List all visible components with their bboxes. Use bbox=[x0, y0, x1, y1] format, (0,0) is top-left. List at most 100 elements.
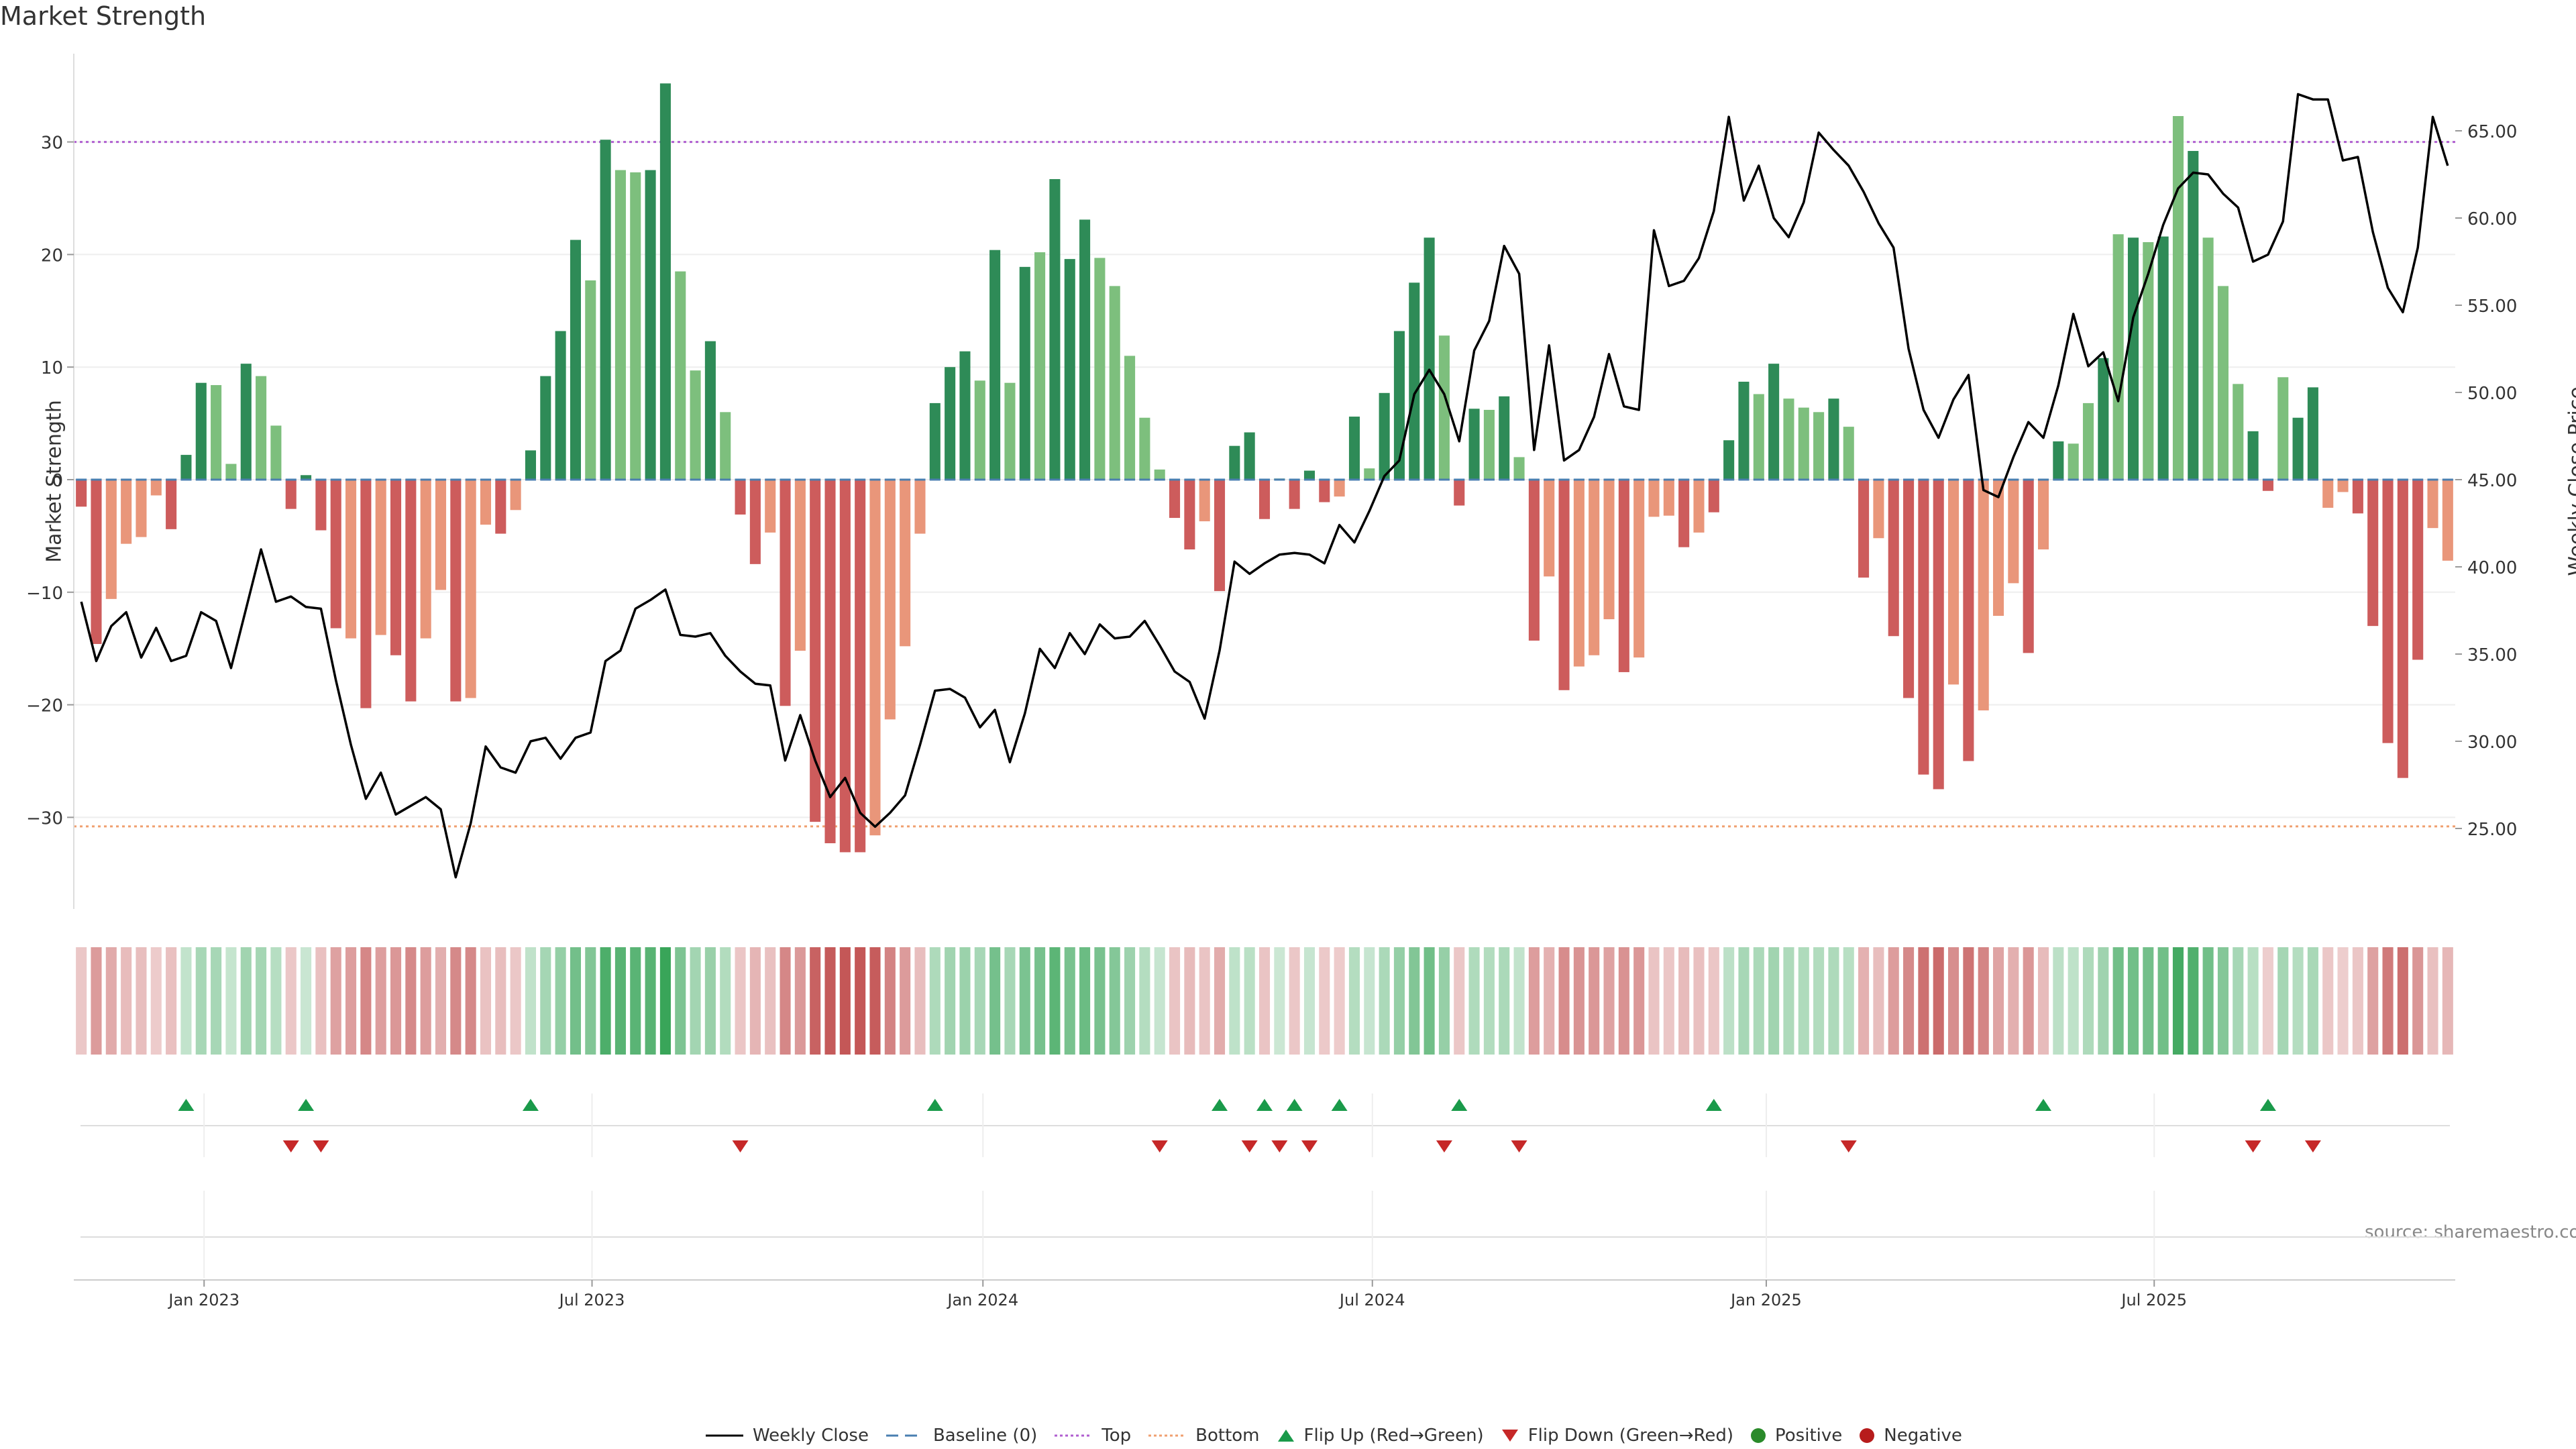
heat-cell bbox=[2068, 947, 2079, 1055]
strength-bar bbox=[2352, 480, 2363, 514]
heat-cell bbox=[1992, 947, 2004, 1055]
strength-bar bbox=[1903, 480, 1915, 698]
heat-cell bbox=[1693, 947, 1705, 1055]
strength-bar bbox=[1528, 480, 1540, 641]
heat-cell bbox=[1094, 947, 1106, 1055]
strength-bar bbox=[1199, 480, 1210, 522]
strength-bar bbox=[1303, 470, 1316, 480]
strength-bar bbox=[2053, 441, 2064, 480]
heat-cell bbox=[1603, 947, 1615, 1055]
strength-bar bbox=[450, 480, 462, 702]
strength-bar bbox=[914, 480, 926, 534]
strength-bar bbox=[1544, 480, 1555, 577]
flip-up-marker bbox=[1212, 1099, 1228, 1111]
heat-cell bbox=[1438, 947, 1450, 1055]
heat-cell bbox=[2397, 947, 2408, 1055]
flip-down-marker bbox=[1271, 1140, 1288, 1152]
heat-cell bbox=[1169, 947, 1181, 1055]
heat-cell bbox=[76, 947, 87, 1055]
heat-cell bbox=[555, 947, 566, 1055]
flip-up-marker bbox=[1256, 1099, 1273, 1111]
heat-cell bbox=[1843, 947, 1854, 1055]
heat-cell bbox=[1783, 947, 1794, 1055]
x-tick-label: Jul 2023 bbox=[558, 1291, 625, 1309]
strength-bars bbox=[76, 83, 2453, 853]
strength-bar bbox=[315, 480, 327, 531]
strength-bar bbox=[2127, 237, 2139, 480]
flip-down-marker bbox=[1301, 1140, 1318, 1152]
flip-up-marker bbox=[926, 1099, 943, 1111]
strength-bar bbox=[765, 480, 776, 533]
strength-bar bbox=[1214, 480, 1226, 592]
strength-bar bbox=[211, 385, 222, 480]
strength-bar bbox=[2292, 417, 2304, 480]
heat-cell bbox=[540, 947, 551, 1055]
heat-cell bbox=[2337, 947, 2349, 1055]
strength-bar bbox=[1708, 480, 1719, 513]
heat-cell bbox=[2427, 947, 2438, 1055]
strength-bar bbox=[480, 480, 492, 525]
heat-cell bbox=[91, 947, 102, 1055]
legend-flip-down-label: Flip Down (Green→Red) bbox=[1527, 1426, 1734, 1446]
heat-cell bbox=[345, 947, 357, 1055]
strength-bar bbox=[585, 280, 596, 480]
legend-line-swatch bbox=[706, 1434, 743, 1437]
heat-cell bbox=[270, 947, 282, 1055]
heat-cell bbox=[1274, 947, 1285, 1055]
strength-bar bbox=[360, 480, 372, 708]
strength-bar bbox=[824, 480, 836, 843]
strength-bar bbox=[1873, 480, 1884, 539]
strength-bar bbox=[150, 480, 162, 496]
strength-bar bbox=[420, 480, 431, 639]
x-tick-label: Jul 2024 bbox=[1338, 1291, 1405, 1309]
heat-cell bbox=[1244, 947, 1255, 1055]
heat-cell bbox=[2352, 947, 2363, 1055]
strength-bar bbox=[1573, 480, 1585, 667]
strength-bar bbox=[645, 170, 656, 480]
strength-bar bbox=[675, 271, 686, 480]
heat-cell bbox=[285, 947, 297, 1055]
strength-bar bbox=[1513, 457, 1525, 480]
heat-cell bbox=[1873, 947, 1884, 1055]
heat-cell bbox=[2412, 947, 2424, 1055]
strength-bar bbox=[1379, 392, 1390, 480]
strength-bar bbox=[2008, 480, 2019, 584]
strength-bar bbox=[1663, 480, 1674, 516]
legend-weekly-close: Weekly Close bbox=[704, 1426, 869, 1446]
heat-cell bbox=[704, 947, 716, 1055]
heat-cell bbox=[1004, 947, 1016, 1055]
strength-bar bbox=[2172, 116, 2184, 480]
strength-bar bbox=[704, 341, 716, 480]
heat-cell bbox=[1483, 947, 1495, 1055]
strength-bar bbox=[959, 351, 971, 480]
heat-cell bbox=[614, 947, 626, 1055]
strength-bar bbox=[195, 382, 207, 480]
x-tick-label: Jan 2024 bbox=[946, 1291, 1018, 1309]
strength-bar bbox=[121, 480, 132, 544]
heat-cell bbox=[1214, 947, 1226, 1055]
strength-bar bbox=[2382, 480, 2394, 743]
heat-cell bbox=[240, 947, 252, 1055]
strength-bar bbox=[1364, 468, 1375, 480]
strength-bar bbox=[76, 480, 87, 507]
strength-bar bbox=[2082, 402, 2094, 480]
heat-cell bbox=[630, 947, 641, 1055]
strength-bar bbox=[2277, 377, 2289, 480]
strength-bar bbox=[749, 480, 761, 564]
strength-bar bbox=[929, 402, 941, 480]
heat-cell bbox=[2143, 947, 2154, 1055]
strength-bar bbox=[1948, 480, 1960, 685]
strength-bar bbox=[614, 170, 626, 480]
heat-cell bbox=[225, 947, 237, 1055]
strength-bar bbox=[166, 480, 177, 529]
strength-bar bbox=[1454, 480, 1465, 506]
strength-bar bbox=[180, 455, 192, 480]
legend-bottom-swatch bbox=[1148, 1434, 1187, 1437]
heat-cell bbox=[420, 947, 431, 1055]
heat-cell bbox=[1858, 947, 1870, 1055]
heat-cell bbox=[2442, 947, 2453, 1055]
strength-bar bbox=[1558, 480, 1570, 690]
flip-down-icon bbox=[1501, 1430, 1518, 1442]
flip-up-marker bbox=[298, 1099, 315, 1111]
heat-cell bbox=[180, 947, 192, 1055]
